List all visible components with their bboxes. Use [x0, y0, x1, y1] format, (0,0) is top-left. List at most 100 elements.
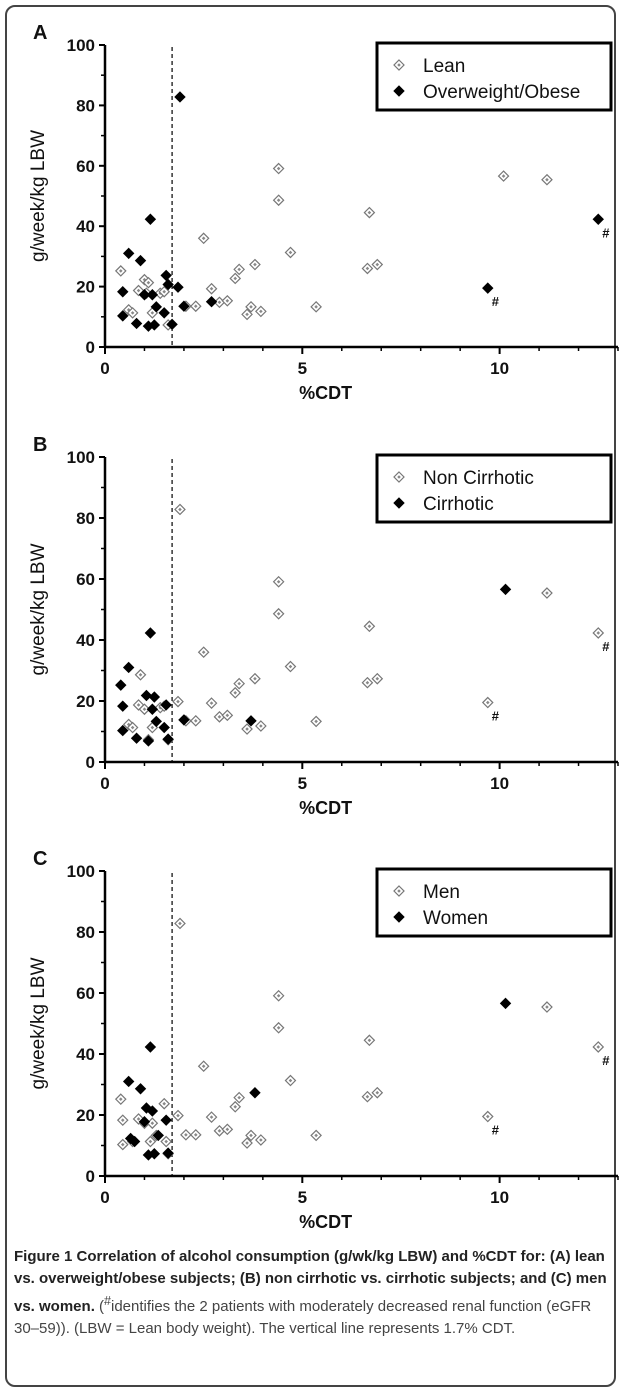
panel-a-series-0-point-15-center [217, 300, 222, 305]
panel-b-series-0-point-21-center [253, 676, 257, 681]
panel-a-legend-marker-0-center [397, 63, 401, 67]
panel-a-series-0-point-21 [249, 258, 261, 271]
panel-c-series-0-point-7-center [150, 1121, 155, 1126]
panel-a-series-0-point-17-center [233, 276, 238, 281]
panel-c-series-0-annotation-1: # [602, 1053, 610, 1068]
panel-c-series-1-point-0 [122, 1075, 135, 1088]
panel-b-ytick-label-3: 60 [76, 570, 95, 589]
panel-b-series-0-point-24-center [276, 611, 281, 616]
panel-b-series-0-point-30 [481, 696, 494, 709]
panel-b-series-1-point-9-shape [148, 691, 161, 703]
panel-c-series-1-point-12-shape [162, 1147, 174, 1159]
panel-b-label: B [33, 434, 47, 456]
panel-b-xtick-label-0: 0 [100, 774, 109, 793]
panel-c-series-0-point-23 [245, 1129, 257, 1142]
panel-b-series-0-point-6-center [150, 725, 155, 730]
panel-b-series-1-point-3-shape [122, 661, 135, 674]
panel-a-series-1-point-13 [162, 278, 174, 291]
panel-b-series-0-point-4-center [142, 707, 147, 712]
panel-c-label: C [33, 848, 47, 870]
panel-c-series-1-point-4-shape [138, 1116, 151, 1128]
panel-c-ytick-label-0: 0 [86, 1167, 95, 1186]
panel-c-ytick-label-4: 80 [76, 923, 95, 942]
panel-c-series-0-annotation-0: # [492, 1123, 500, 1138]
panel-c-series-0-point-22 [241, 1137, 253, 1149]
panel-c-ytick-label-2: 40 [76, 1045, 95, 1064]
panel-b-series-1-point-10 [150, 715, 163, 728]
panel-c-series-0-point-24-center [259, 1138, 263, 1142]
panel-c-xtick-label-2: 10 [490, 1188, 509, 1207]
panel-c-series-0-point-34 [592, 1041, 605, 1053]
panel-b-series-1-point-9 [148, 691, 161, 703]
panel-a-series-0-point-31 [541, 173, 553, 186]
panel-b-series-0-annotation-1: # [602, 639, 610, 654]
panel-b-series-0-point-17-center [225, 713, 230, 718]
panel-c-legend-marker-0 [393, 885, 405, 897]
panel-a-series-1-point-5-shape [138, 289, 151, 301]
panel-a-series-1-point-14-shape [166, 318, 178, 331]
panel-c-series-0-point-0-center [118, 1097, 123, 1101]
panel-c-series-0-point-10-center [164, 1139, 168, 1144]
panel-a-series-0-point-13 [197, 232, 210, 245]
panel-b-series-0-point-31 [541, 587, 553, 599]
panel-b-y-label: g/week/kg LBW [28, 543, 49, 675]
panel-b-series-0-point-23 [272, 575, 285, 588]
panel-a-series-0-point-6-center [146, 280, 151, 285]
panel-a-ytick-label-1: 20 [76, 278, 95, 297]
panel-a-series-1-point-16 [172, 281, 184, 293]
panel-b-series-0-point-16 [213, 711, 226, 723]
panel-a-series-1-point-17 [178, 300, 190, 312]
panel-b-series-1-point-7-shape [144, 627, 157, 639]
panel-b-series-0-point-14-center [201, 650, 206, 654]
panel-a-ytick-label-4: 80 [76, 96, 95, 115]
panel-b-series-1-point-6 [142, 735, 155, 747]
panel-a-series-0-point-14-center [209, 286, 214, 291]
panel-b: B 0 20 40 60 80 100 0 5 10 %CDT g/week/kg LBW # # Non … [28, 434, 619, 818]
panel-c-series-1-point-7 [144, 1041, 157, 1053]
panel-c-legend-label-0: Men [423, 882, 460, 903]
panel-a-series-0-point-18-center [237, 267, 241, 272]
panel-c-series-0-point-30 [363, 1034, 376, 1047]
panel-a-series-1-point-1-shape [117, 310, 129, 322]
panel-a-series-1-point-10-shape [150, 301, 163, 313]
panel-a-series-0-point-29 [371, 258, 384, 271]
panel-b-series-1-point-0-shape [115, 679, 127, 691]
panel-b-ytick-label-1: 20 [76, 692, 95, 711]
panel-a-series-0-point-12 [189, 300, 202, 313]
panel-b-series-0-point-26 [310, 715, 322, 728]
panel-a-series-0-point-25-center [288, 250, 293, 255]
panel-b-series-1-point-10-shape [150, 715, 163, 728]
panel-c-xtick-label-1: 5 [298, 1188, 307, 1207]
panel-b-series-1-point-14 [178, 714, 190, 726]
panel-b-series-0-point-14 [197, 646, 210, 659]
panel-b-series-0-point-22-center [259, 724, 263, 728]
panel-a: A 0 20 40 60 80 100 0 5 10 %CDT g/week/kg LBW # # Lean… [28, 22, 619, 403]
panel-b-series-1-point-15-shape [245, 715, 257, 727]
panel-a-series-1-annotation-0: # [492, 294, 500, 309]
panel-b-series-1-point-11-shape [158, 721, 170, 734]
panel-a-series-0-point-7-center [150, 311, 155, 315]
panel-c-series-0-point-15-center [193, 1133, 198, 1137]
panel-a-legend-marker-1-shape [393, 85, 405, 97]
panel-b-series-0-point-13-center [193, 719, 198, 723]
panel-c-series-1-point-13 [249, 1087, 261, 1099]
panel-b-series-1-point-13-shape [162, 733, 174, 745]
panel-a-series-1-point-12-shape [160, 269, 172, 282]
panel-b-series-0-point-17 [221, 709, 234, 722]
caption-text: identifies the 2 patients with moderatel… [14, 1298, 592, 1337]
panel-a-series-1-point-18-shape [205, 295, 218, 308]
panel-a-series-1-point-16-shape [172, 281, 184, 293]
panel-c-series-0-point-20-center [233, 1104, 238, 1109]
panel-c-series-0-point-33-center [545, 1005, 549, 1009]
panel-a-series-0-point-27-center [365, 266, 370, 271]
panel-b-series-0-point-13 [189, 714, 202, 727]
panel-b-x-label: %CDT [299, 798, 352, 818]
panel-c-series-1-point-2 [128, 1135, 141, 1148]
panel-a-series-1-point-10 [150, 301, 163, 313]
panel-b-series-0-point-18 [229, 686, 242, 699]
panel-b-ytick-label-4: 80 [76, 509, 95, 528]
panel-b-series-0-point-24 [272, 607, 285, 620]
panel-b-series-1-point-15 [245, 715, 257, 727]
panel-c-series-1-point-8 [146, 1105, 159, 1117]
